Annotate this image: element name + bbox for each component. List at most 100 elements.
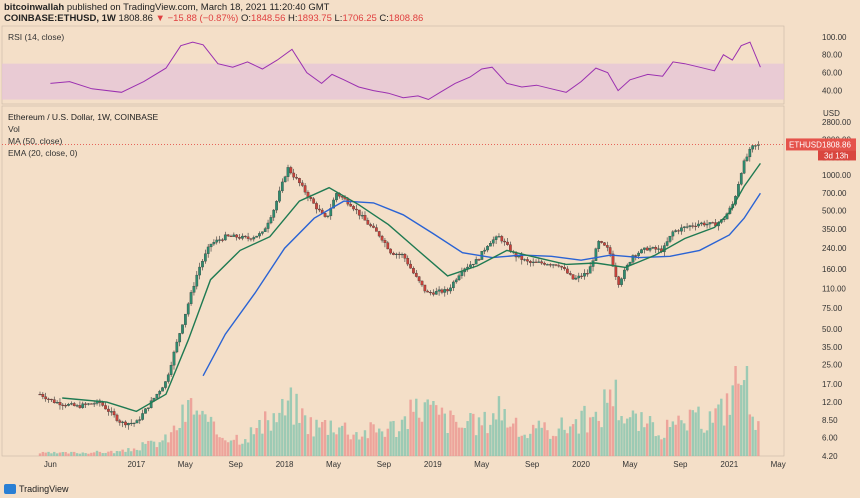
candle-body <box>326 215 330 217</box>
volume-bar <box>611 406 615 456</box>
candle-body <box>283 176 287 183</box>
candle-body <box>269 217 273 224</box>
volume-bar <box>677 415 680 456</box>
candle-body <box>189 292 193 305</box>
volume-bar <box>47 451 50 456</box>
candle-body <box>694 225 698 227</box>
volume-bar <box>472 413 475 456</box>
time-tick-label: Jun <box>44 460 57 469</box>
price-tick-label: 8.50 <box>822 416 838 425</box>
footer-brand[interactable]: TradingView <box>4 484 69 494</box>
candle-body <box>146 407 150 409</box>
candle-body <box>175 341 179 353</box>
candle-body <box>243 235 247 238</box>
candle-body <box>195 274 199 287</box>
time-axis[interactable]: Jun 2017 May Sep 2018 May Sep 2019 May Sep 2020 May… <box>44 460 786 469</box>
volume-bar <box>326 434 330 456</box>
volume-bar <box>232 439 236 456</box>
rsi-tick-label: 80.00 <box>822 51 843 60</box>
candle-body <box>118 420 122 423</box>
volume-bar <box>700 428 703 456</box>
candle-body <box>178 333 182 343</box>
volume-bar <box>175 430 179 456</box>
candle-body <box>87 403 90 405</box>
candle-body <box>292 172 296 178</box>
volume-bar <box>244 439 247 456</box>
volume-bar <box>509 426 512 456</box>
price-axis[interactable]: 2800.002000.001400.001000.00700.00500.00… <box>822 118 851 461</box>
candle-body <box>238 237 241 239</box>
candle-body <box>614 266 618 277</box>
volume-bar <box>600 427 603 456</box>
candle-body <box>135 420 139 424</box>
volume-bar <box>697 406 700 456</box>
candle-body <box>471 263 475 266</box>
candle-body <box>426 290 430 293</box>
volume-bar <box>720 398 723 456</box>
candle-body <box>526 259 529 262</box>
candle-body <box>295 177 298 179</box>
candle-body <box>352 206 355 210</box>
candle-body <box>357 209 361 216</box>
rsi-title: RSI (14, close) <box>8 32 64 42</box>
candle-body <box>697 223 700 227</box>
volume-bar <box>397 431 401 456</box>
volume-bar <box>754 429 757 456</box>
candle-body <box>437 289 441 292</box>
volume-bar <box>494 419 498 456</box>
candle-body <box>52 399 56 404</box>
candle-body <box>166 374 170 382</box>
tag-time: 3d 13h <box>824 151 848 160</box>
volume-bar <box>560 417 563 456</box>
candle-body <box>335 193 338 201</box>
candle-body <box>665 241 669 246</box>
symbol-label[interactable]: COINBASE:ETHUSD, 1W <box>4 13 116 24</box>
volume-bar <box>497 396 501 456</box>
candle-body <box>312 198 316 204</box>
indicator-vol[interactable]: Vol <box>8 124 20 134</box>
volume-bar <box>226 442 230 456</box>
time-tick-label: May <box>622 460 637 469</box>
volume-bar <box>155 447 159 456</box>
candle-body <box>568 273 572 275</box>
candle-body <box>528 261 532 263</box>
volume-bar <box>258 419 261 456</box>
candle-body <box>389 248 392 254</box>
volume-bar <box>278 412 281 456</box>
price-tick-label: 75.00 <box>822 304 843 313</box>
candle-body <box>181 324 184 334</box>
publish-info: published on TradingView.com, March 18, … <box>66 2 330 13</box>
candle-body <box>315 203 318 210</box>
volume-bar <box>315 419 318 456</box>
indicator-ema[interactable]: EMA (20, close, 0) <box>8 148 78 158</box>
candle-body <box>380 235 384 241</box>
candle-body <box>540 261 544 264</box>
candle-body <box>674 230 678 232</box>
last-price: 1808.86 <box>118 13 153 24</box>
candle-body <box>206 246 210 254</box>
volume-bar <box>432 400 435 456</box>
volume-bar <box>272 413 275 456</box>
volume-bar <box>187 400 190 456</box>
volume-bar <box>141 442 144 456</box>
volume-bar <box>169 432 173 456</box>
volume-bar <box>534 428 538 456</box>
volume-bar <box>78 453 82 456</box>
volume-bar <box>623 423 626 456</box>
volume-bar <box>463 427 466 456</box>
volume-bar <box>569 426 572 456</box>
candle-body <box>491 239 495 244</box>
author-name[interactable]: bitcoinwallah <box>4 2 65 13</box>
candle-body <box>255 235 259 238</box>
volume-bar <box>372 424 375 456</box>
ma-50-line <box>202 192 761 377</box>
indicator-ma[interactable]: MA (50, close) <box>8 136 62 146</box>
time-tick-label: 2021 <box>720 460 738 469</box>
volume-bar <box>457 427 461 456</box>
footer-brand-label: TradingView <box>19 484 69 494</box>
candle-body <box>429 292 432 294</box>
candle-body <box>634 255 638 257</box>
candle-body <box>212 242 216 245</box>
candle-body <box>115 414 119 421</box>
